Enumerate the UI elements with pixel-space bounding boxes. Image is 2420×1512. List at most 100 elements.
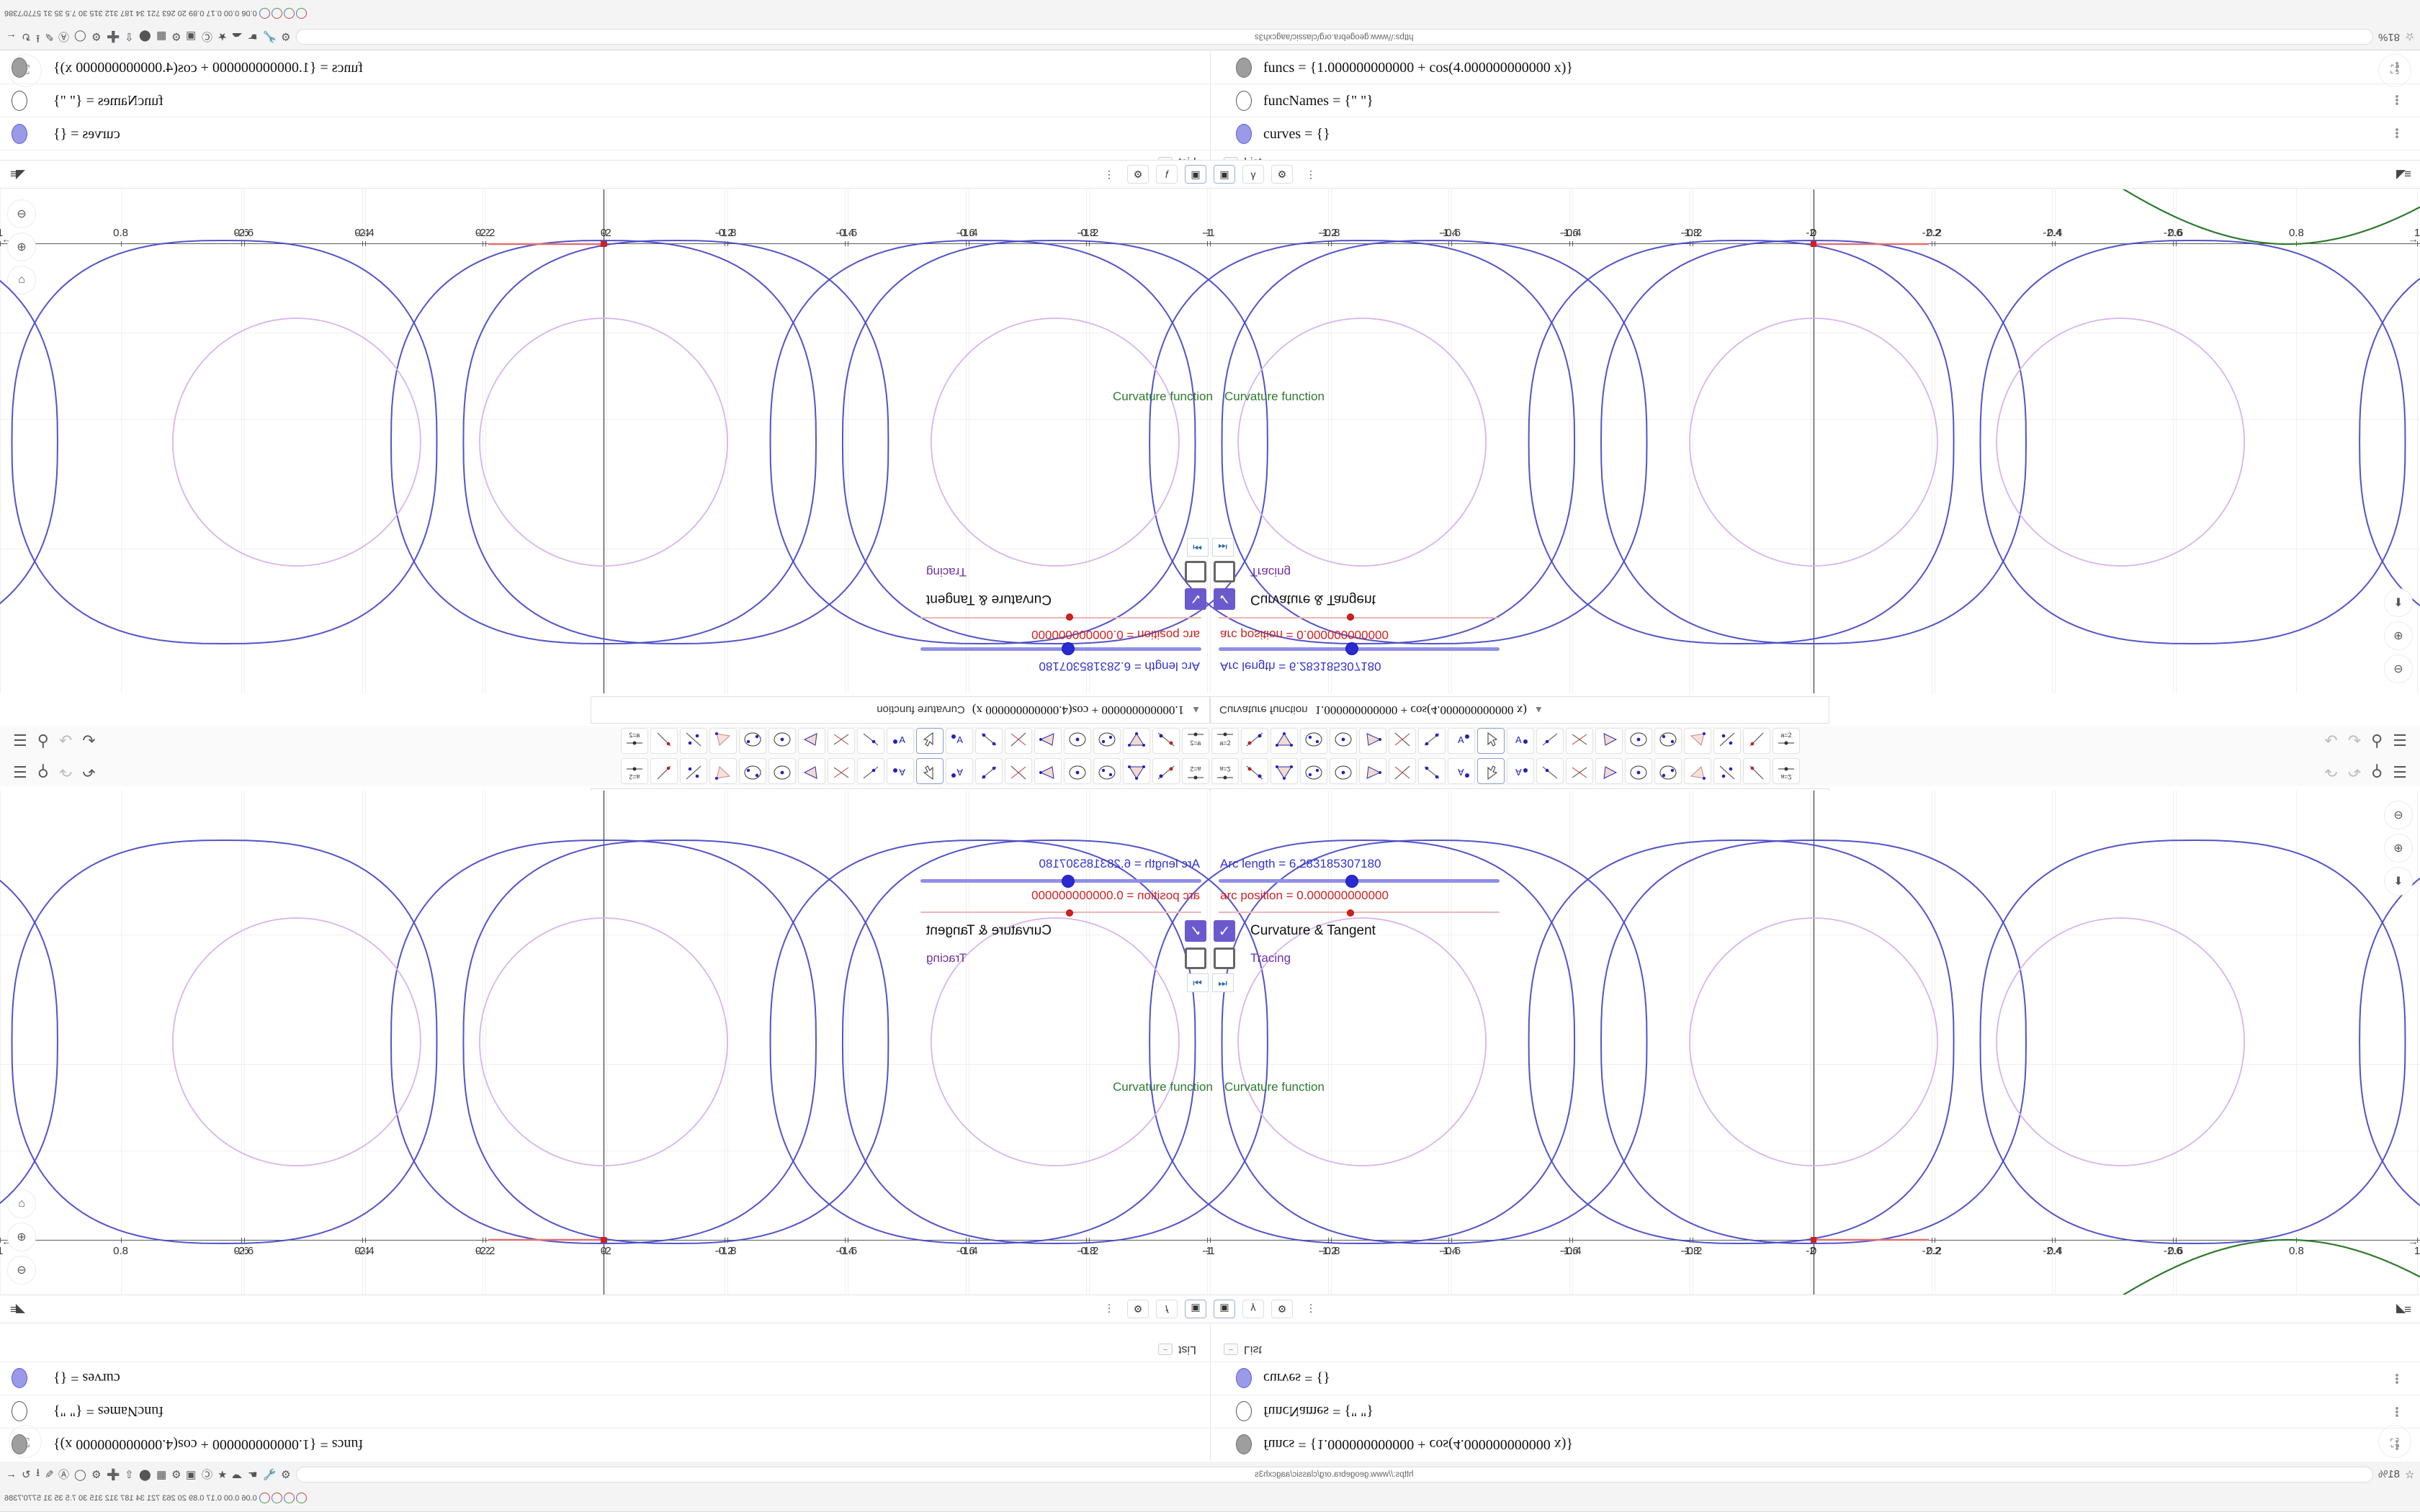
curvature-tangent-checkbox[interactable]: ✓	[1214, 588, 1235, 610]
tracing-checkbox[interactable]	[1185, 561, 1206, 582]
zoom-level-label[interactable]: 81%	[2378, 30, 2400, 43]
tool-button[interactable]	[1270, 728, 1298, 754]
shield-icon[interactable]: ★	[217, 1469, 228, 1481]
curvature-tangent-checkbox[interactable]: ✓	[1185, 588, 1206, 610]
redo-icon[interactable]: ↷	[2347, 762, 2362, 780]
translate-icon[interactable]: Ⓐ	[58, 1469, 70, 1482]
arc-position-slider[interactable]	[1219, 611, 1500, 624]
pill-icon[interactable]: ◯	[74, 1469, 87, 1481]
tool-button[interactable]	[679, 758, 707, 784]
tool-button[interactable]	[1713, 758, 1741, 784]
function-icon[interactable]: 𝑓	[1156, 1300, 1178, 1318]
view-toggle-icon[interactable]: ≡◤	[10, 167, 25, 181]
collapse-icon[interactable]: ⬇	[2384, 867, 2413, 896]
tool-button[interactable]	[1388, 728, 1416, 754]
globe-icon[interactable]: ☁	[232, 30, 243, 42]
settings-gear-icon[interactable]: ⚙	[281, 30, 291, 42]
three-dot-menu-icon[interactable]: •••	[2395, 91, 2399, 110]
book-icon[interactable]: ▣	[186, 30, 197, 42]
tool-button[interactable]	[1565, 728, 1593, 754]
tool-button[interactable]	[1240, 728, 1268, 754]
layout-icon-2[interactable]: ▣	[1214, 165, 1235, 184]
tool-button[interactable]	[856, 758, 884, 784]
tool-button[interactable]: a=2	[620, 758, 648, 784]
view-toggle-icon[interactable]: ≡◤	[10, 1302, 24, 1316]
wrench-icon[interactable]: 🔧	[262, 1469, 277, 1481]
chevron-icon[interactable]: ▲	[1533, 705, 1543, 716]
visibility-toggle[interactable]	[10, 1400, 29, 1423]
tool-button[interactable]	[1093, 758, 1121, 784]
visibility-toggle[interactable]	[1234, 1367, 1253, 1390]
tracing-checkbox[interactable]	[1214, 561, 1235, 582]
address-bar[interactable]: https://www.geogebra.org/classic/aagcxh3…	[295, 29, 2373, 45]
undo-icon[interactable]: ↶	[58, 732, 73, 750]
star-icon[interactable]: ☆	[2404, 30, 2414, 42]
visibility-toggle[interactable]	[10, 1367, 29, 1390]
tool-button[interactable]	[1476, 728, 1505, 754]
graphics-view-top[interactable]: -2.6 -2.4 -2.2 -2 -1.8 -1.6 -1.4 -1.2 -1 -0.8 -0.6…	[0, 189, 2420, 693]
plus-circle-icon[interactable]: ➕	[106, 30, 120, 42]
wrench-icon[interactable]: 🔧	[262, 30, 277, 42]
zoom-out-icon[interactable]: ⊖	[7, 199, 36, 228]
plus-circle-icon[interactable]: ➕	[106, 1469, 120, 1481]
tool-button[interactable]	[1417, 728, 1446, 754]
zoom-in-icon[interactable]: ⊕	[2384, 834, 2413, 863]
home-icon[interactable]: ⌂	[7, 266, 36, 294]
derivative-icon[interactable]: γ	[1242, 1300, 1264, 1318]
arc-position-slider[interactable]	[1219, 906, 1500, 919]
slider-thumb[interactable]	[1066, 613, 1073, 621]
favicon[interactable]	[259, 7, 270, 19]
arc-position-slider[interactable]	[920, 611, 1201, 624]
tool-button[interactable]	[1299, 728, 1327, 754]
gear-icon[interactable]: ⚙	[91, 30, 102, 42]
tool-button[interactable]	[1388, 758, 1416, 784]
tool-button[interactable]	[974, 728, 1003, 754]
shield-icon[interactable]: ★	[217, 30, 228, 42]
tool-button[interactable]	[768, 728, 796, 754]
red-dot-icon[interactable]: ⬤	[138, 30, 151, 42]
tool-button[interactable]	[1683, 728, 1711, 754]
tool-button[interactable]: A	[945, 728, 973, 754]
table-row[interactable]: ••• ••• funcs = {1.000000000000 + cos(4.…	[0, 51, 2420, 84]
favicon[interactable]	[295, 1493, 307, 1504]
tool-button[interactable]	[1358, 728, 1386, 754]
favicon[interactable]	[283, 1493, 295, 1504]
arc-length-slider[interactable]	[920, 874, 1201, 888]
minus-icon[interactable]: −	[1224, 1344, 1238, 1355]
tool-button[interactable]	[1683, 758, 1711, 784]
derivative-icon[interactable]: γ	[1242, 165, 1264, 184]
search-icon[interactable]: ⚲	[37, 732, 49, 750]
view-toggle-icon[interactable]: ◤≡	[2396, 167, 2411, 181]
tool-button[interactable]: A	[886, 758, 914, 784]
tool-button[interactable]	[1093, 728, 1121, 754]
tool-button[interactable]: A	[886, 728, 914, 754]
tool-button[interactable]	[1270, 758, 1298, 784]
table-row[interactable]: ••• ••• funcNames = {" "} funcNames = {"…	[0, 84, 2420, 117]
slider-thumb[interactable]	[1062, 642, 1075, 655]
function-icon[interactable]: 𝑓	[1156, 165, 1178, 184]
view-toggle-icon[interactable]: ◤≡	[2396, 1302, 2410, 1316]
tool-button[interactable]	[1654, 728, 1682, 754]
table-row[interactable]: ••• ••• funcs = {1.000000000000 + cos(4.…	[0, 1428, 2420, 1461]
undo-icon[interactable]: ↶	[2324, 732, 2338, 750]
tool-button[interactable]	[1329, 728, 1357, 754]
input-field[interactable]: Curvature function 1.000000000000 + cos(…	[1210, 696, 1829, 724]
tool-button[interactable]: A	[1447, 728, 1475, 754]
zoom-in-icon[interactable]: ⊕	[7, 1223, 36, 1251]
tool-button[interactable]	[1742, 728, 1770, 754]
tool-button[interactable]	[797, 728, 825, 754]
tool-button[interactable]	[856, 728, 884, 754]
home-icon[interactable]: ⌂	[7, 1189, 36, 1218]
tool-button[interactable]	[1063, 728, 1091, 754]
tracing-checkbox[interactable]	[1185, 948, 1206, 969]
download-icon[interactable]: ⭳	[35, 32, 40, 45]
tool-button[interactable]	[1063, 758, 1091, 784]
search-icon[interactable]: ⚲	[2371, 732, 2383, 750]
slider-thumb[interactable]	[1345, 642, 1358, 655]
fullscreen-icon[interactable]: ⛶	[2378, 54, 2411, 87]
gear-icon-2[interactable]: ⚙	[1271, 1300, 1293, 1318]
slider-thumb[interactable]	[1347, 909, 1354, 917]
at-icon[interactable]: Ⓒ	[201, 30, 212, 42]
gear-icon[interactable]: ⚙	[91, 1469, 102, 1481]
tool-button[interactable]: a=2	[1211, 758, 1239, 784]
